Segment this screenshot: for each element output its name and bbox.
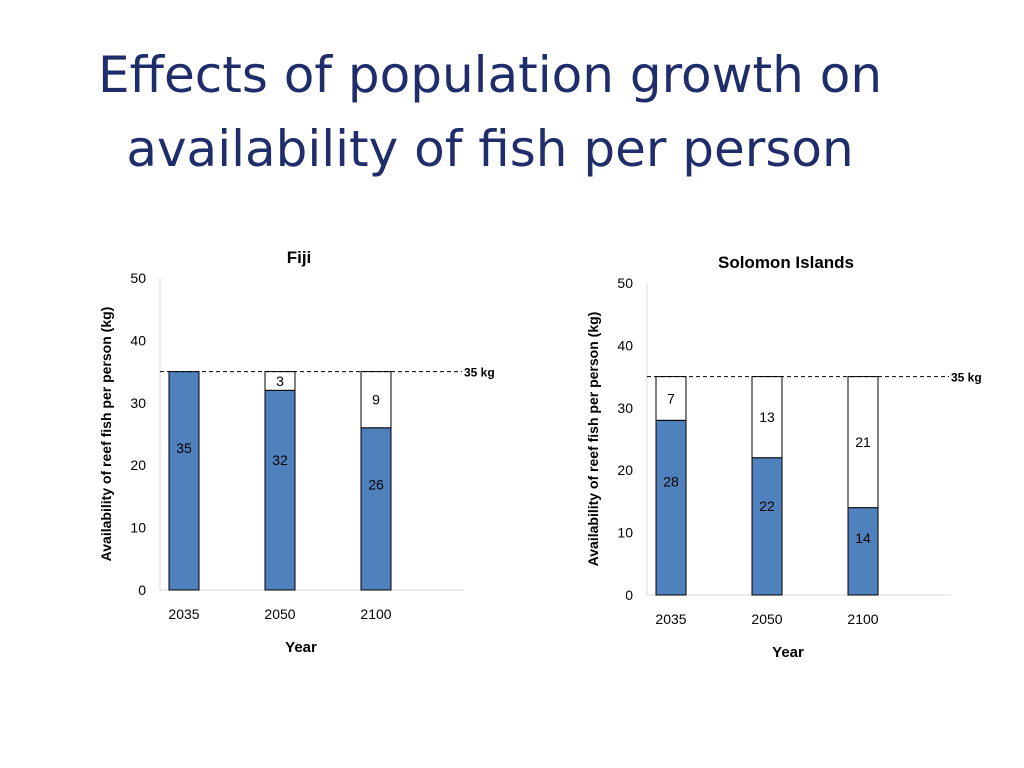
x-tick-label: 2035 xyxy=(168,606,199,622)
y-tick-label: 50 xyxy=(130,270,146,286)
y-tick-label: 10 xyxy=(130,520,146,536)
bar-segment-gap xyxy=(360,371,392,429)
bar-value-label: 26 xyxy=(368,477,384,493)
reference-line-label: 35 kg xyxy=(951,371,982,385)
y-tick-label: 40 xyxy=(130,332,146,348)
slide-title-line-1: Effects of population growth on xyxy=(97,46,883,104)
y-tick-label: 10 xyxy=(617,525,633,541)
bar-value-label: 7 xyxy=(667,390,675,406)
y-tick-label: 20 xyxy=(617,462,633,478)
x-tick-label: 2050 xyxy=(751,611,782,627)
chart-title: Fiji xyxy=(287,248,312,267)
y-axis-label: Availability of reef fish per person (kg… xyxy=(585,312,601,567)
bar-segment-available xyxy=(655,419,687,596)
x-axis-label: Year xyxy=(772,644,804,661)
x-tick-label: 2100 xyxy=(360,606,391,622)
bar-segment-available xyxy=(360,427,392,591)
slide-title: Effects of population growth on availabi… xyxy=(0,38,980,186)
bar-value-label: 22 xyxy=(759,498,775,514)
bar-value-label: 32 xyxy=(272,452,288,468)
bar-segment-gap xyxy=(847,376,879,509)
y-tick-label: 0 xyxy=(138,582,146,598)
y-tick-label: 30 xyxy=(617,400,633,416)
bar-value-label: 9 xyxy=(372,392,380,408)
bar-segment-available xyxy=(168,371,200,591)
y-axis-label: Availability of reef fish per person (kg… xyxy=(98,307,114,562)
bar-value-label: 21 xyxy=(855,434,871,450)
bar-value-label: 35 xyxy=(176,440,192,456)
x-axis-label: Year xyxy=(285,639,317,656)
bar-value-label: 14 xyxy=(855,530,871,546)
bar-segment-available xyxy=(847,507,879,596)
chart-title: Solomon Islands xyxy=(718,253,854,272)
bar-segment-available xyxy=(264,389,296,591)
bar-segment-gap xyxy=(655,376,687,421)
reference-line-label: 35 kg xyxy=(464,366,495,380)
y-tick-label: 30 xyxy=(130,395,146,411)
fiji-chart: Fiji Availability of reef fish per person… xyxy=(98,248,495,656)
bar-value-label: 28 xyxy=(663,473,679,489)
y-tick-label: 50 xyxy=(617,275,633,291)
x-tick-label: 2035 xyxy=(655,611,686,627)
solomon-islands-chart: Solomon Islands Availability of reef fish… xyxy=(585,253,982,661)
bar-value-label: 3 xyxy=(276,373,284,389)
y-tick-label: 0 xyxy=(625,587,633,603)
bar-segment-available xyxy=(751,457,783,596)
bar-value-label: 13 xyxy=(759,409,775,425)
y-tick-label: 20 xyxy=(130,457,146,473)
slide-title-line-2: availability of fish per person xyxy=(126,120,854,178)
y-tick-label: 40 xyxy=(617,337,633,353)
x-tick-label: 2100 xyxy=(847,611,878,627)
x-tick-label: 2050 xyxy=(264,606,295,622)
